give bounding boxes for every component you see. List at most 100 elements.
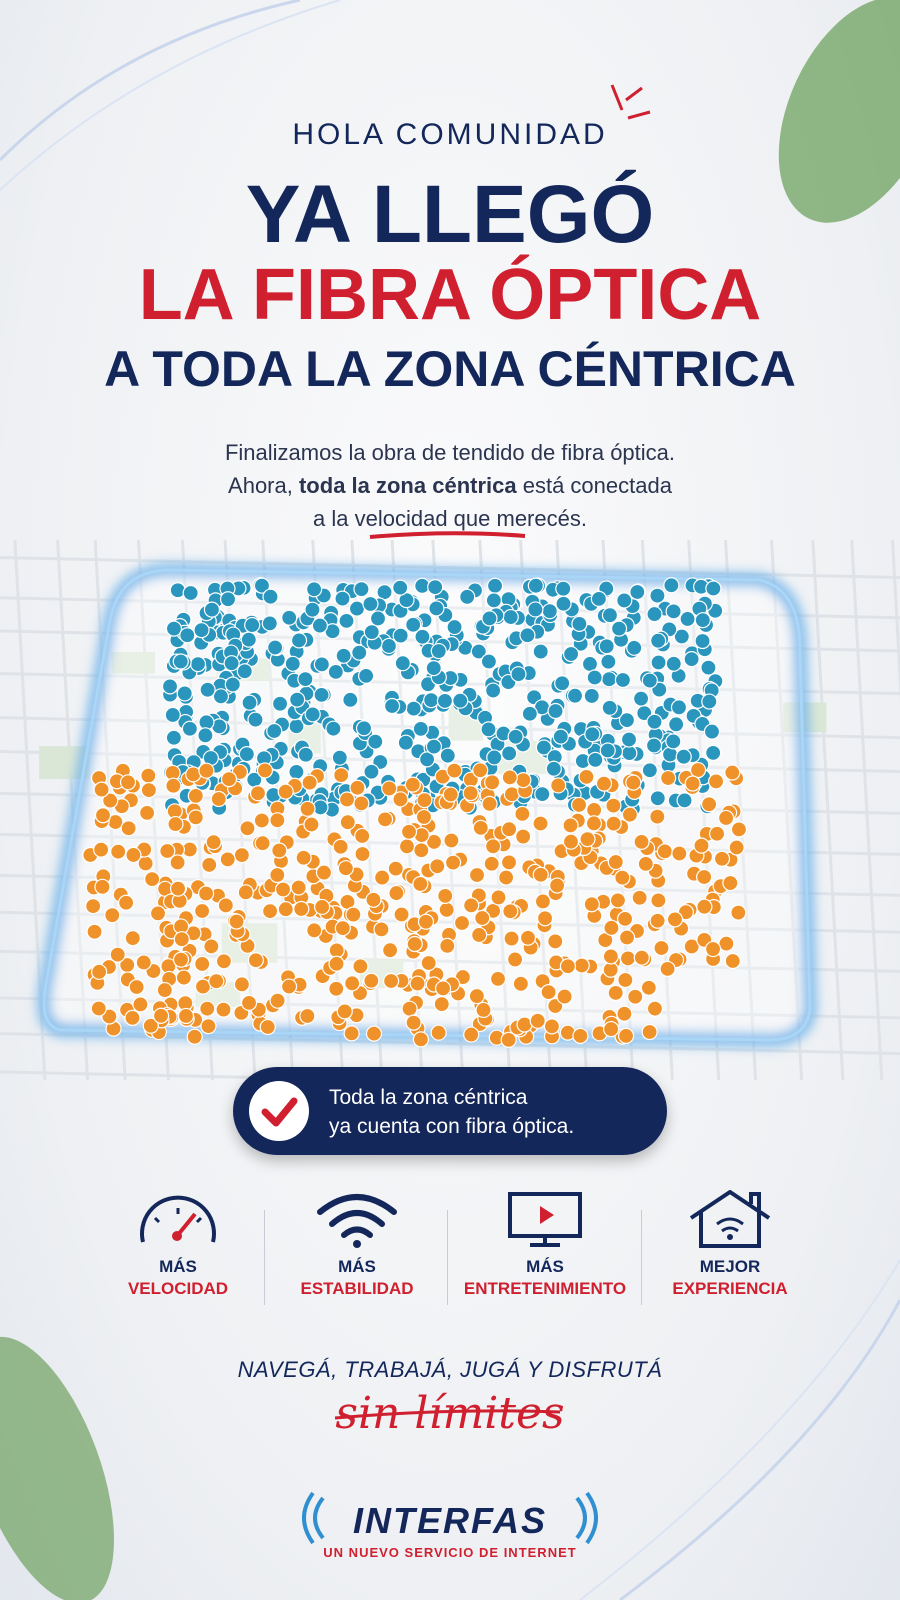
dot	[598, 638, 615, 655]
dot	[353, 581, 370, 598]
dot	[437, 887, 454, 904]
dot	[529, 1012, 546, 1029]
dot	[328, 955, 345, 972]
wifi-icon	[317, 1194, 397, 1248]
title-line: A TODA LA ZONA CÉNTRICA	[104, 341, 796, 397]
dot	[140, 767, 157, 784]
dot	[179, 627, 196, 644]
dot	[599, 742, 616, 759]
intro-bold: toda la zona céntrica	[298, 473, 517, 498]
dot	[547, 702, 564, 720]
dot	[637, 855, 654, 873]
dot	[412, 1031, 429, 1048]
dot	[535, 739, 552, 756]
dot	[704, 940, 722, 958]
dot	[549, 877, 566, 894]
dot	[327, 663, 344, 681]
dot	[705, 580, 722, 597]
dot	[618, 929, 636, 946]
dot	[259, 1018, 276, 1036]
dot	[671, 845, 688, 862]
dot	[566, 687, 584, 704]
dot	[462, 784, 479, 802]
dot	[266, 722, 283, 740]
dot	[223, 655, 240, 672]
dot	[641, 762, 658, 779]
dot	[194, 902, 211, 920]
dot	[534, 893, 552, 910]
dot	[555, 595, 572, 612]
dot	[434, 980, 452, 997]
dot	[540, 984, 557, 1001]
dot	[380, 637, 398, 655]
dot	[543, 1018, 561, 1035]
dot	[730, 904, 747, 921]
dot	[571, 615, 588, 632]
dot	[471, 926, 488, 944]
dot	[653, 939, 670, 957]
dot	[187, 787, 204, 804]
dot	[186, 1028, 203, 1045]
dot	[271, 842, 288, 859]
home-icon	[689, 1190, 771, 1248]
dot	[675, 748, 692, 765]
dot	[241, 694, 258, 711]
dot	[237, 884, 254, 901]
dot	[443, 832, 460, 849]
dot	[110, 843, 127, 860]
dot	[357, 667, 375, 684]
dot	[480, 721, 497, 738]
coverage-map	[0, 540, 900, 1080]
dot	[124, 1009, 141, 1026]
dot	[646, 713, 663, 730]
dot	[156, 981, 173, 999]
dot	[621, 745, 638, 762]
dot	[595, 775, 613, 792]
dot	[344, 975, 361, 992]
dot	[332, 838, 349, 855]
dot	[646, 605, 663, 623]
dot	[387, 860, 404, 877]
dot	[138, 804, 156, 821]
dot	[463, 897, 480, 914]
dot	[205, 834, 222, 851]
dot	[650, 892, 667, 909]
dot	[527, 577, 544, 594]
dot	[280, 978, 298, 995]
feature-top: MÁS	[338, 1257, 376, 1276]
dot	[562, 817, 579, 834]
dot	[683, 651, 700, 668]
dot	[172, 653, 189, 670]
dot	[640, 979, 657, 996]
dot	[132, 996, 149, 1013]
dot	[325, 720, 342, 737]
dot	[289, 691, 306, 708]
dot	[200, 1018, 217, 1035]
dot	[700, 659, 717, 676]
intro: Finalizamos la obra de tendido de fibra …	[0, 436, 900, 535]
dot	[610, 620, 628, 637]
dot	[172, 951, 190, 968]
badge: Toda la zona céntrica ya cuenta con fibr…	[233, 1067, 667, 1155]
dot	[217, 897, 234, 914]
dot	[486, 577, 504, 594]
dot	[363, 763, 380, 780]
dot	[616, 592, 633, 609]
dot	[354, 827, 371, 845]
dot	[383, 697, 401, 715]
dot	[483, 855, 500, 872]
dot	[430, 642, 447, 660]
dot	[584, 726, 601, 743]
dot	[586, 801, 603, 819]
dot	[645, 737, 663, 754]
dot	[619, 950, 637, 967]
dot	[673, 628, 690, 645]
dot	[724, 764, 741, 781]
dot	[233, 976, 251, 993]
dot	[649, 790, 666, 807]
dot	[409, 975, 426, 992]
dot	[167, 815, 184, 833]
dot	[212, 688, 230, 705]
dot	[339, 814, 356, 831]
dot	[665, 733, 682, 750]
